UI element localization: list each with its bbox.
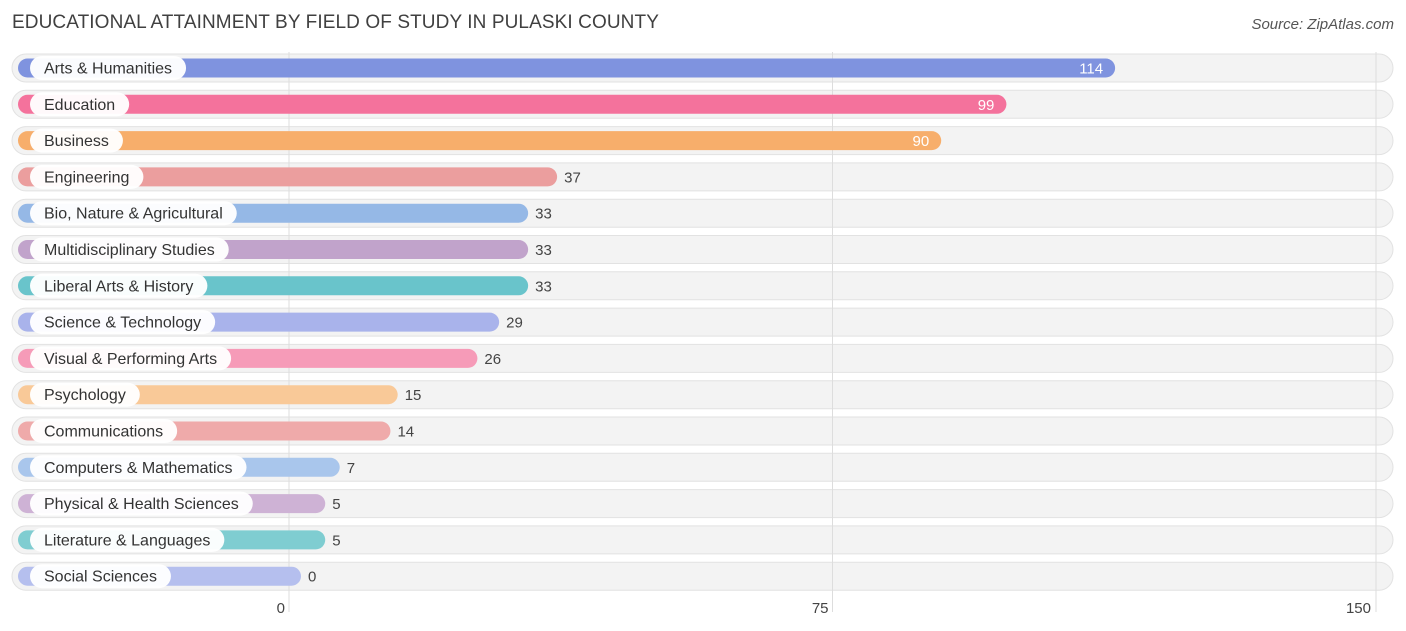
x-tick-label: 150 — [1346, 600, 1371, 617]
value-label: 33 — [535, 206, 552, 223]
value-label: 7 — [347, 460, 355, 477]
category-label: Psychology — [44, 387, 126, 404]
category-label: Bio, Nature & Agricultural — [44, 206, 223, 223]
value-label: 90 — [913, 133, 930, 150]
bar — [18, 131, 942, 151]
value-label: 29 — [506, 315, 523, 332]
category-label: Communications — [44, 424, 163, 441]
value-label: 99 — [978, 97, 995, 114]
category-label: Education — [44, 97, 115, 114]
category-label: Liberal Arts & History — [44, 278, 193, 295]
category-label: Engineering — [44, 169, 129, 186]
category-label-pill — [30, 56, 187, 80]
category-label-pill — [30, 92, 130, 117]
value-label: 26 — [484, 351, 501, 368]
category-label-pill — [30, 128, 123, 153]
value-label: 33 — [535, 242, 552, 259]
category-label: Multidisciplinary Studies — [44, 242, 215, 259]
category-label-pill — [30, 455, 247, 480]
category-label: Business — [44, 133, 109, 150]
category-label: Computers & Mathematics — [44, 460, 233, 477]
category-label-pill — [30, 419, 178, 443]
category-label-pill — [30, 346, 232, 371]
x-tick-label: 75 — [812, 600, 829, 617]
row-background — [11, 525, 1394, 555]
value-label: 33 — [535, 278, 552, 295]
category-label: Physical & Health Sciences — [44, 496, 239, 513]
category-label-pill — [30, 273, 208, 298]
category-label-pill — [30, 164, 144, 189]
category-label-pill — [30, 491, 253, 516]
chart-title: EDUCATIONAL ATTAINMENT BY FIELD OF STUDY… — [12, 12, 659, 33]
category-label: Science & Technology — [44, 315, 201, 332]
row-background — [11, 452, 1394, 482]
value-label: 15 — [405, 387, 422, 404]
value-label: 37 — [564, 169, 581, 186]
category-label-pill — [30, 382, 140, 407]
category-label-pill — [30, 527, 225, 552]
value-label: 0 — [308, 569, 316, 586]
bar — [18, 94, 1007, 114]
row-background — [11, 561, 1394, 591]
category-label-pill — [30, 310, 216, 335]
bar — [18, 58, 1116, 78]
category-label: Arts & Humanities — [44, 61, 172, 78]
value-label: 14 — [397, 424, 414, 441]
bar — [18, 167, 558, 187]
x-tick-label: 0 — [277, 600, 285, 617]
row-background — [11, 489, 1394, 519]
source-label: Source: ZipAtlas.com — [1251, 16, 1394, 33]
category-label: Literature & Languages — [44, 532, 210, 549]
value-label: 114 — [1079, 61, 1103, 78]
category-label: Social Sciences — [44, 569, 157, 586]
category-label-pill — [30, 201, 237, 226]
category-label: Visual & Performing Arts — [44, 351, 217, 368]
value-label: 5 — [332, 532, 340, 549]
category-label-pill — [30, 237, 229, 262]
value-label: 5 — [332, 496, 340, 513]
category-label-pill — [30, 564, 171, 589]
